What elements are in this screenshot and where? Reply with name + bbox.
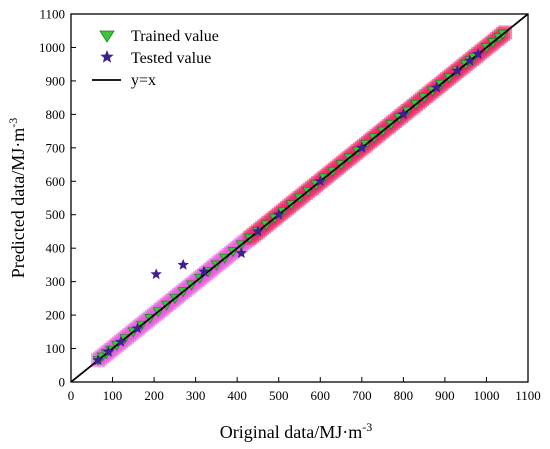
tested-point <box>273 208 285 220</box>
x-tick-label: 300 <box>186 388 206 403</box>
x-tick-label: 700 <box>352 388 372 403</box>
y-tick-label: 500 <box>46 207 66 222</box>
legend: Trained value Tested value y=x <box>92 28 219 89</box>
y-axis-ticks: 0 100 200 300 400 500 600 700 800 900 1000 1100 <box>39 7 76 390</box>
tested-point <box>198 265 210 277</box>
y-tick-label: 300 <box>46 274 66 289</box>
tested-point <box>314 175 326 187</box>
y-tick-label: 200 <box>46 308 66 323</box>
y-equals-x-line <box>71 14 528 382</box>
y-tick-label: 800 <box>46 107 66 122</box>
y-tick-label: 400 <box>46 241 66 256</box>
y-tick-label: 900 <box>46 73 66 88</box>
tested-point <box>430 81 443 93</box>
x-tick-label: 200 <box>144 388 164 403</box>
tested-point <box>131 322 144 334</box>
x-axis-ticks: 0 100 200 300 400 500 600 700 800 900 1000 1100 <box>68 377 541 403</box>
tested-point <box>115 335 127 347</box>
tested-point <box>92 354 104 366</box>
y-tick-label: 100 <box>46 341 66 356</box>
plot-frame <box>70 13 529 383</box>
legend-tested-marker <box>100 50 114 63</box>
legend-trained-label: Trained value <box>131 28 219 45</box>
x-tick-label: 100 <box>103 388 123 403</box>
x-tick-label: 500 <box>269 388 289 403</box>
legend-line-label: y=x <box>131 72 156 89</box>
tested-point <box>356 141 368 153</box>
tested-point <box>150 268 162 280</box>
x-tick-label: 1100 <box>515 388 541 403</box>
x-tick-label: 400 <box>227 388 247 403</box>
y-axis-label: Predicted data/MJ·m-3 <box>6 118 28 278</box>
x-tick-label: 0 <box>68 388 75 403</box>
y-tick-label: 600 <box>46 174 66 189</box>
tested-point <box>177 258 189 270</box>
tested-point <box>451 64 464 76</box>
y-tick-label: 1100 <box>39 7 65 22</box>
y-tick-label: 700 <box>46 140 66 155</box>
tested-point <box>252 225 264 237</box>
legend-tested-label: Tested value <box>131 50 211 67</box>
x-axis-label: Original data/MJ·m-3 <box>220 420 372 442</box>
tested-point <box>102 345 115 357</box>
x-tick-label: 800 <box>394 388 414 403</box>
legend-trained-marker <box>99 30 115 43</box>
x-tick-label: 900 <box>435 388 455 403</box>
y-tick-label: 0 <box>59 375 66 390</box>
x-tick-label: 1000 <box>473 388 499 403</box>
tested-point <box>397 108 410 120</box>
tested-point <box>235 247 247 259</box>
y-tick-label: 1000 <box>39 40 65 55</box>
tested-points-layer <box>92 48 484 366</box>
tested-point <box>472 48 484 59</box>
x-tick-label: 600 <box>311 388 331 403</box>
tested-point <box>464 54 476 66</box>
